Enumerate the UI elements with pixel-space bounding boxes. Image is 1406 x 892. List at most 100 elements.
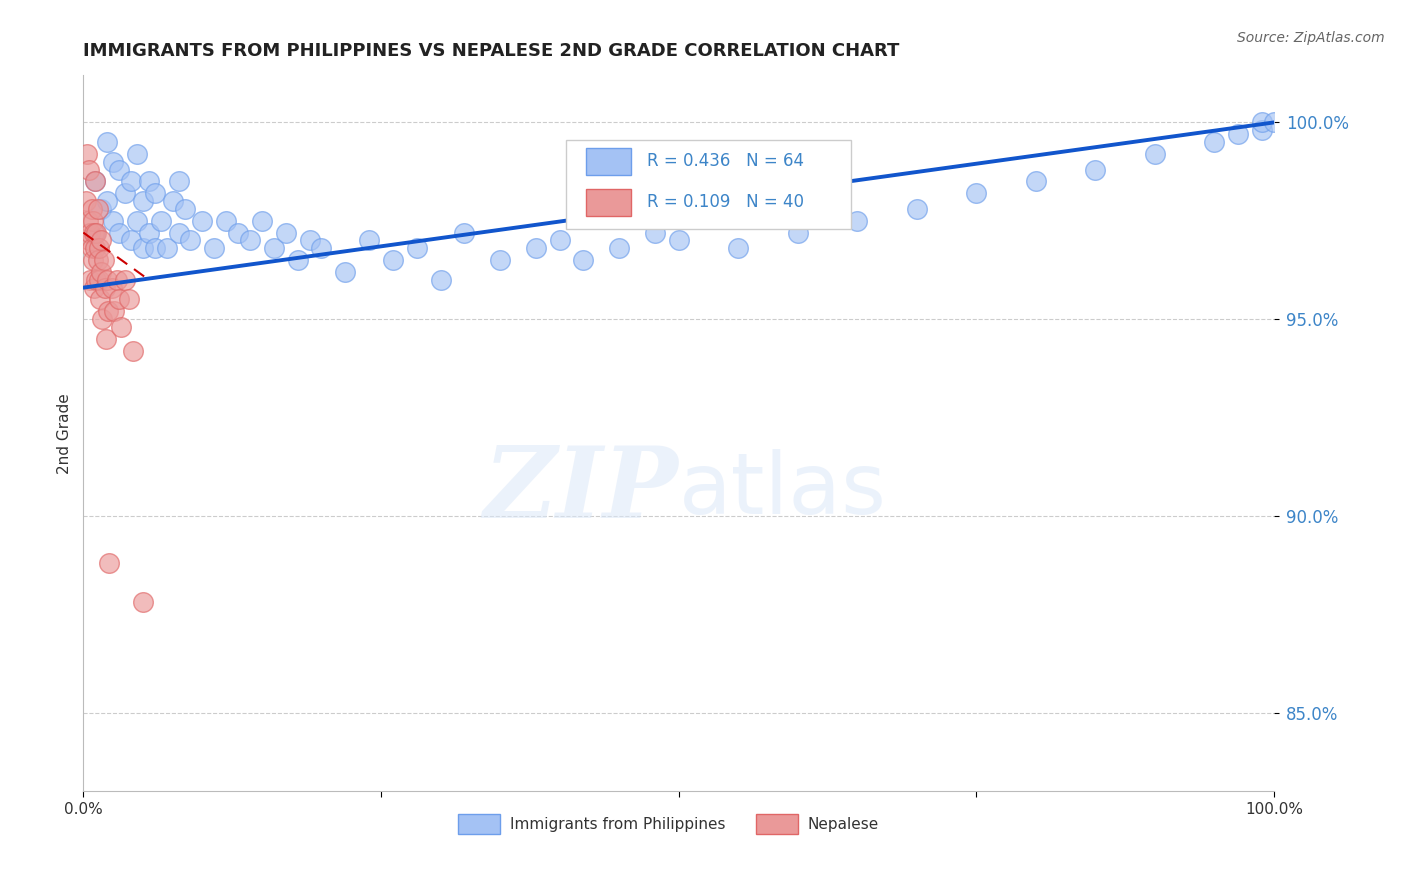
Point [101,213,124,227]
Point [103,304,125,318]
Point [644,226,666,240]
Point [86,202,108,216]
Point [1025,174,1047,188]
Point [108,226,131,240]
Point [274,226,297,240]
Text: Source: ZipAtlas.com: Source: ZipAtlas.com [1237,31,1385,45]
Point [93,280,115,294]
Point [215,213,238,227]
Point [79,226,101,240]
Point [311,241,333,255]
Point [786,226,808,240]
FancyBboxPatch shape [458,814,501,834]
Point [90,202,112,216]
Text: Nepalese: Nepalese [807,816,879,831]
Point [84,174,107,188]
Point [132,194,155,208]
Point [77,234,100,248]
Point [405,241,427,255]
Point [79,273,101,287]
Point [108,162,131,177]
Point [167,226,190,240]
FancyBboxPatch shape [586,148,631,175]
Point [668,234,690,248]
Point [117,293,139,307]
Point [226,226,249,240]
Point [91,312,114,326]
Point [90,234,112,248]
Point [287,253,309,268]
Point [96,194,118,208]
Point [1263,115,1285,129]
Point [105,273,128,287]
Point [87,273,110,287]
Point [173,202,195,216]
Point [965,186,987,201]
Point [114,273,136,287]
Point [89,293,111,307]
Point [86,273,108,287]
Point [98,556,121,570]
FancyBboxPatch shape [756,814,797,834]
Text: ZIP: ZIP [484,442,679,539]
Point [138,174,160,188]
Y-axis label: 2nd Grade: 2nd Grade [58,392,72,474]
Point [298,234,321,248]
Point [82,253,104,268]
Point [93,253,115,268]
Point [905,202,928,216]
Point [149,213,172,227]
Point [77,162,100,177]
Point [138,226,160,240]
Point [122,343,145,358]
Point [357,234,380,248]
Point [846,213,869,227]
Text: R = 0.436   N = 64: R = 0.436 N = 64 [647,153,803,170]
Point [80,202,103,216]
Text: Immigrants from Philippines: Immigrants from Philippines [509,816,725,831]
Point [84,226,107,240]
Point [108,293,131,307]
Point [87,241,110,255]
Point [125,147,148,161]
Point [101,280,124,294]
Point [263,241,285,255]
Text: IMMIGRANTS FROM PHILIPPINES VS NEPALESE 2ND GRADE CORRELATION CHART: IMMIGRANTS FROM PHILIPPINES VS NEPALESE … [83,42,900,60]
Point [101,154,124,169]
Point [1143,147,1166,161]
Point [84,241,107,255]
Point [179,234,201,248]
Point [114,186,136,201]
Point [239,234,262,248]
Point [86,226,108,240]
Point [76,147,98,161]
Point [1204,135,1226,149]
Point [82,213,104,227]
Point [727,241,749,255]
Point [162,194,184,208]
Point [453,226,475,240]
FancyBboxPatch shape [565,140,851,229]
Point [132,595,155,609]
Point [83,226,105,240]
Point [1251,115,1274,129]
Point [250,213,273,227]
Point [143,241,166,255]
Point [80,241,103,255]
FancyBboxPatch shape [586,189,631,216]
Point [1084,162,1107,177]
Point [143,186,166,201]
Text: atlas: atlas [679,449,887,532]
Point [84,174,107,188]
Point [156,241,179,255]
Point [572,253,595,268]
Point [548,234,571,248]
Point [96,273,118,287]
Point [97,304,120,318]
Point [191,213,214,227]
Point [1251,123,1274,137]
Point [524,241,547,255]
Point [77,213,100,227]
Point [381,253,404,268]
Point [120,234,142,248]
